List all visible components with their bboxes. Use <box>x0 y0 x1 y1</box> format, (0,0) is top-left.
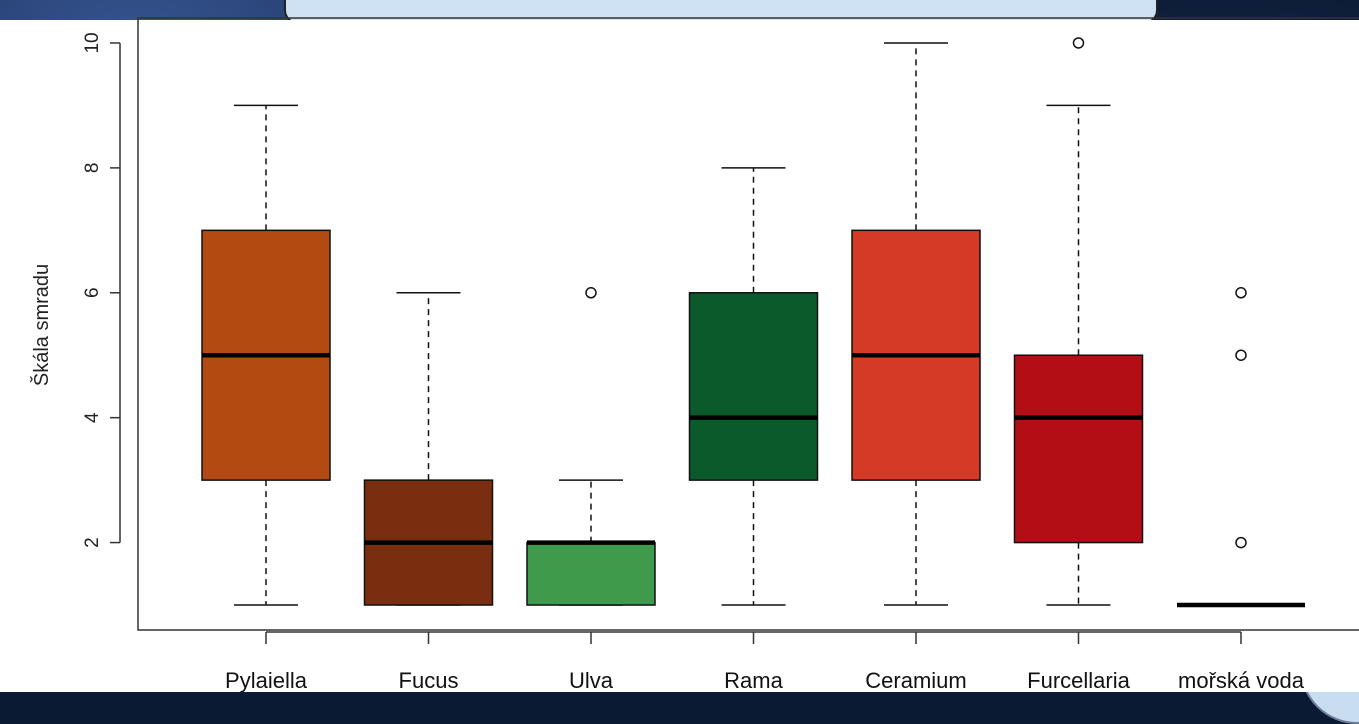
box-5 <box>1013 37 1144 606</box>
box-rect-5 <box>1013 354 1144 544</box>
box-1 <box>363 292 494 606</box>
box-6 <box>1177 287 1305 608</box>
box-3 <box>688 167 819 606</box>
y-axis: 2 4 6 8 10 <box>82 32 121 548</box>
box-2 <box>526 287 656 606</box>
y-tick-label-2: 2 <box>82 537 103 548</box>
y-tick-label-4: 4 <box>82 412 103 423</box>
x-tick-label-3: Rama <box>724 668 783 692</box>
y-axis-title: Škála smradu <box>30 264 53 386</box>
box-4 <box>851 42 981 606</box>
x-axis: Pylaiella Fucus Ulva Rama Ceramium Furcellari… <box>225 631 1305 692</box>
x-tick-label-0: Pylaiella <box>225 668 308 692</box>
plot-frame <box>137 17 1359 631</box>
box-0 <box>201 104 331 606</box>
box-rect-3 <box>688 292 819 481</box>
outlier-6-0 <box>1235 536 1247 549</box>
x-tick-label-1: Fucus <box>399 668 459 692</box>
box-rect-2 <box>526 541 656 606</box>
x-tick-label-2: Ulva <box>569 668 614 692</box>
y-tick-label-10: 10 <box>82 32 103 53</box>
y-tick-label-8: 8 <box>82 163 103 174</box>
x-tick-label-5: Furcellaria <box>1027 668 1130 692</box>
x-tick-label-6: mořská voda <box>1178 668 1305 692</box>
outlier-5-0 <box>1072 37 1085 49</box>
boxes-layer <box>201 37 1305 608</box>
x-tick-label-4: Ceramium <box>865 668 966 692</box>
outlier-6-1 <box>1235 349 1247 361</box>
y-tick-label-6: 6 <box>82 287 103 298</box>
outlier-6-2 <box>1235 287 1247 299</box>
boxplot-chart: 2 4 6 8 10 Škála smradu Pylaiella Fucus Ulva Ra… <box>0 17 1359 692</box>
outlier-2-0 <box>585 287 597 299</box>
